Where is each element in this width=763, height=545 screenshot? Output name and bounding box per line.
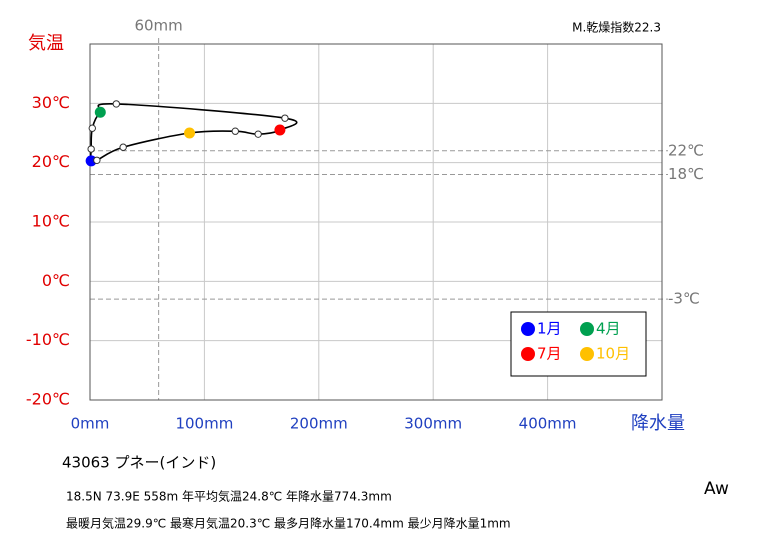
point xyxy=(87,145,95,153)
station: 43063 プネー(インド) xyxy=(62,454,216,472)
x-tick-label: 100mm xyxy=(175,415,233,433)
legend-marker xyxy=(580,347,594,361)
point xyxy=(88,124,96,132)
x-tick-label: 300mm xyxy=(404,415,462,433)
y-axis-title: 気温 xyxy=(28,33,64,54)
reference-label: 60mm xyxy=(134,17,182,35)
plot-border xyxy=(89,43,663,401)
legend-label: 4月 xyxy=(596,320,621,338)
month-marker xyxy=(184,127,196,139)
point xyxy=(254,130,262,138)
point xyxy=(231,127,239,135)
index-label: M.乾燥指数22.3 xyxy=(572,20,661,35)
climate-class: Aw xyxy=(704,479,729,499)
legend-label: 7月 xyxy=(537,345,562,363)
legend-box xyxy=(510,311,647,377)
month-marker xyxy=(94,106,106,118)
legend-marker xyxy=(521,322,535,336)
x-tick-label: 400mm xyxy=(519,415,577,433)
point xyxy=(119,143,127,151)
point xyxy=(281,114,289,122)
info-line: 最暖月気温29.9℃ 最寒月気温20.3℃ 最多月降水量170.4mm 最少月降… xyxy=(66,516,511,531)
y-tick-label: 0℃ xyxy=(42,271,70,290)
x-tick-label: 0mm xyxy=(71,415,110,433)
reference-label: -3℃ xyxy=(668,290,700,308)
reference-label: 22℃ xyxy=(668,141,704,159)
legend-label: 10月 xyxy=(596,345,630,363)
x-tick-label: 200mm xyxy=(290,415,348,433)
legend-marker xyxy=(521,347,535,361)
y-tick-label: -10℃ xyxy=(26,330,70,349)
x-axis-title: 降水量 xyxy=(631,413,685,434)
legend-label: 1月 xyxy=(537,320,562,338)
point xyxy=(112,100,121,108)
y-tick-label: 10℃ xyxy=(32,212,70,231)
info-line: 18.5N 73.9E 558m 年平均気温24.8℃ 年降水量774.3mm xyxy=(66,489,392,504)
month-marker xyxy=(274,124,286,136)
legend-marker xyxy=(580,322,594,336)
y-tick-label: 30℃ xyxy=(32,93,70,112)
y-tick-label: 20℃ xyxy=(32,152,70,171)
point xyxy=(93,156,101,164)
y-tick-label: -20℃ xyxy=(26,390,70,409)
reference-label: 18℃ xyxy=(668,165,704,183)
